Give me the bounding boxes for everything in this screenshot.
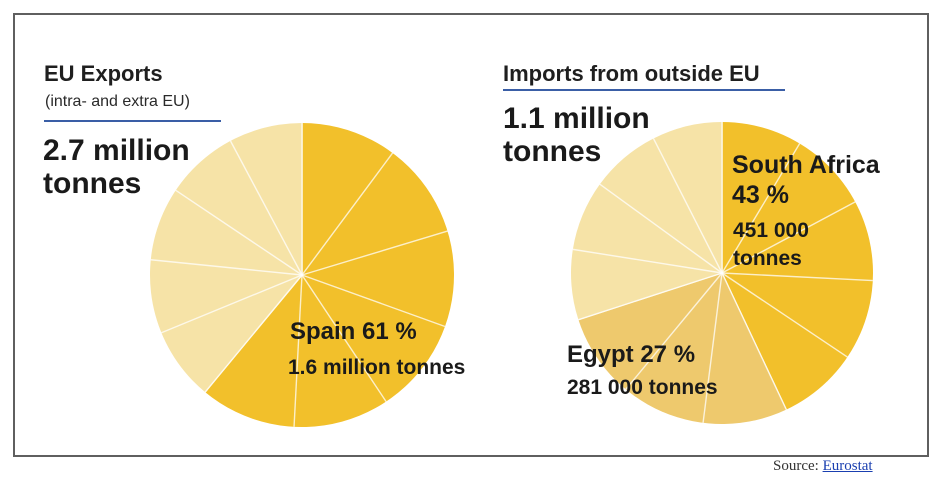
pie-divider [572,248,723,274]
source-prefix: Source: [773,458,819,474]
south-africa-label: South Africa [732,151,880,179]
pie-divider [578,272,723,321]
pie-divider [161,274,303,334]
exports-subtitle: (intra- and extra EU) [45,93,190,110]
imports-total-line2: tonnes [503,135,602,168]
pie-divider [599,183,723,274]
imports-title: Imports from outside EU [503,61,760,86]
south-africa-sublabel-line1: 451 000 [733,219,809,242]
imports-total: 1.1 million tonnes [503,102,650,168]
pie-divider [175,189,303,276]
pie-divider [204,274,303,393]
pie-divider [301,152,394,276]
source-link[interactable]: Eurostat [822,458,873,474]
pie-divider [229,140,303,276]
imports-title-rule [503,89,785,91]
pie-divider [301,274,387,402]
pie-divider [721,201,856,274]
pie-slice-1-0 [722,122,873,410]
exports-title-rule [44,120,221,122]
pie-divider [625,272,723,390]
spain-sublabel: 1.6 million tonnes [288,356,466,379]
spain-label: Spain 61 % [290,318,417,345]
exports-total-line1: 2.7 million [43,134,190,167]
pie-slice-0-1 [150,123,302,393]
source-note: Source: Eurostat [773,458,873,475]
egypt-label: Egypt 27 % [567,341,696,368]
pie-divider [721,272,873,282]
egypt-sublabel: 281 000 tonnes [567,376,718,399]
pie-divider [301,230,448,276]
pie-slice-0-0 [205,123,455,427]
south-africa-sublabel-line2: tonnes [733,247,802,270]
south-africa-percent: 43 % [732,181,789,209]
exports-total-line2: tonnes [43,167,142,200]
exports-total: 2.7 million tonnes [43,134,190,200]
exports-title: EU Exports [44,61,163,86]
pie-charts [150,122,873,427]
pie-slice-1-1 [578,273,787,424]
imports-total-line1: 1.1 million [503,102,650,135]
pie-divider [652,138,723,274]
pie-slice-1-2 [570,122,722,320]
pie-divider [150,259,303,276]
infographic-frame: EU Exports (intra- and extra EU) 2.7 mil… [13,13,929,457]
pie-divider [702,272,723,423]
pie-divider [721,143,801,274]
pie-divider [721,272,787,410]
pie-divider [721,272,848,358]
pie-divider [301,274,446,328]
pie-divider [293,274,303,427]
